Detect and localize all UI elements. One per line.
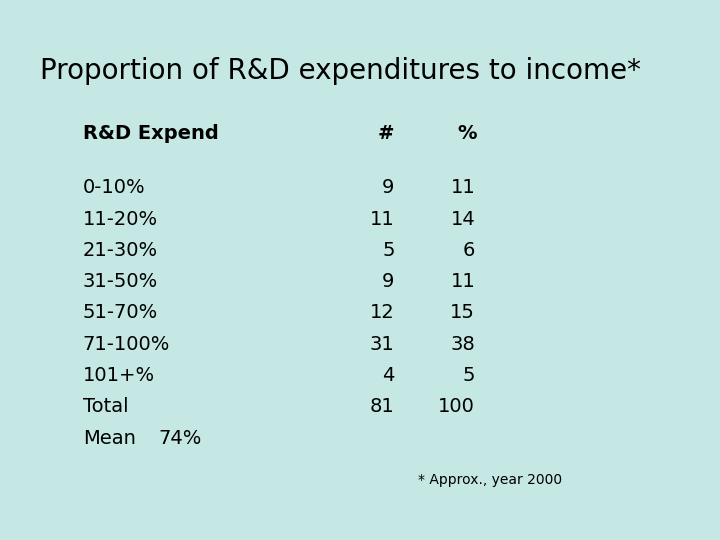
Text: 38: 38	[451, 335, 475, 354]
Text: 11: 11	[370, 210, 395, 228]
Text: 71-100%: 71-100%	[83, 335, 170, 354]
Text: 12: 12	[370, 303, 395, 322]
Text: 31-50%: 31-50%	[83, 272, 158, 291]
Text: Proportion of R&D expenditures to income*: Proportion of R&D expenditures to income…	[40, 57, 641, 85]
Text: 100: 100	[438, 397, 475, 416]
Text: 6: 6	[463, 241, 475, 260]
Text: Total: Total	[83, 397, 128, 416]
Text: 11: 11	[451, 178, 475, 197]
Text: R&D Expend: R&D Expend	[83, 124, 219, 143]
Text: 101+%: 101+%	[83, 366, 155, 385]
Text: 15: 15	[450, 303, 475, 322]
Text: 4: 4	[382, 366, 395, 385]
Text: 5: 5	[382, 241, 395, 260]
Text: 0-10%: 0-10%	[83, 178, 145, 197]
Text: Mean: Mean	[83, 429, 135, 448]
Text: * Approx., year 2000: * Approx., year 2000	[418, 473, 562, 487]
Text: 9: 9	[382, 272, 395, 291]
Text: 11-20%: 11-20%	[83, 210, 158, 228]
Text: 51-70%: 51-70%	[83, 303, 158, 322]
Text: 9: 9	[382, 178, 395, 197]
Text: 74%: 74%	[158, 429, 202, 448]
Text: 81: 81	[370, 397, 395, 416]
Text: 5: 5	[463, 366, 475, 385]
Text: 11: 11	[451, 272, 475, 291]
Text: 21-30%: 21-30%	[83, 241, 158, 260]
Text: #: #	[378, 124, 395, 143]
Text: %: %	[457, 124, 477, 143]
Text: 14: 14	[451, 210, 475, 228]
Text: 31: 31	[370, 335, 395, 354]
